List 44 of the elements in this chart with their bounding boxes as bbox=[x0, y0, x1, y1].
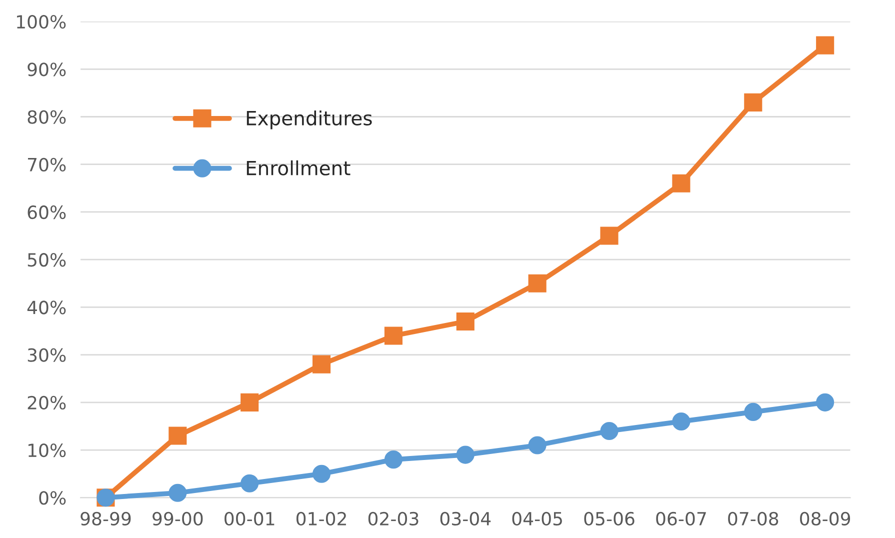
y-tick-label: 100% bbox=[17, 14, 66, 29]
x-tick-label: 98-99 bbox=[80, 512, 131, 526]
point bbox=[528, 274, 546, 292]
x-tick-label: 03-04 bbox=[440, 512, 491, 526]
x-tick-label: 01-02 bbox=[296, 512, 346, 526]
x-tick-label: 07-08 bbox=[728, 512, 778, 526]
y-tick-label: 0% bbox=[39, 491, 66, 505]
y-tick-label: 20% bbox=[28, 396, 66, 410]
legend-label: Expenditures bbox=[246, 110, 372, 130]
x-tick-label: 04-05 bbox=[512, 512, 562, 526]
y-tick-label: 30% bbox=[28, 348, 66, 362]
point bbox=[672, 412, 690, 430]
point bbox=[672, 174, 690, 192]
point bbox=[456, 312, 474, 331]
point bbox=[312, 355, 331, 374]
point bbox=[384, 450, 402, 469]
point bbox=[240, 474, 259, 492]
point bbox=[816, 36, 834, 54]
y-tick-label: 50% bbox=[28, 253, 66, 267]
x-tick-label: 02-03 bbox=[368, 512, 418, 526]
y-tick-label: 70% bbox=[28, 158, 66, 172]
point bbox=[168, 426, 187, 445]
y-tick-label: 10% bbox=[28, 443, 66, 458]
point bbox=[600, 226, 618, 245]
point bbox=[744, 402, 762, 421]
legend-label: Enrollment bbox=[246, 160, 350, 176]
point bbox=[816, 393, 834, 412]
y-tick-label: 90% bbox=[28, 62, 66, 76]
point bbox=[744, 93, 762, 112]
point bbox=[600, 422, 618, 440]
point bbox=[456, 446, 474, 464]
y-tick-label: 40% bbox=[27, 300, 66, 314]
x-tick-label: 06-07 bbox=[656, 512, 706, 526]
x-tick-label: 00-01 bbox=[224, 512, 274, 526]
x-tick-label: 05-06 bbox=[584, 512, 634, 526]
point bbox=[528, 436, 546, 454]
point bbox=[240, 393, 259, 412]
point bbox=[168, 484, 187, 502]
point bbox=[384, 326, 402, 345]
point bbox=[312, 464, 331, 483]
x-tick-label: 08-09 bbox=[800, 512, 850, 526]
x-tick-label: 99-00 bbox=[152, 512, 203, 526]
y-tick-label: 80% bbox=[28, 110, 66, 124]
y-tick-label: 60% bbox=[28, 205, 66, 220]
